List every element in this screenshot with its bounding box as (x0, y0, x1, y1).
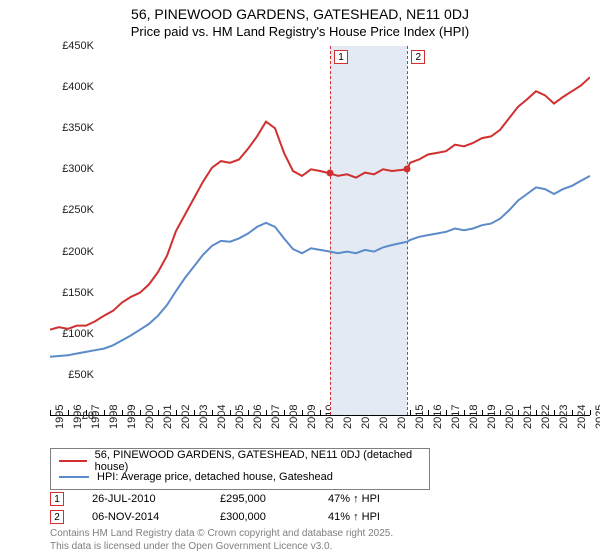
footer-line: This data is licensed under the Open Gov… (50, 541, 393, 554)
sales-table: 1 26-JUL-2010 £295,000 47% ↑ HPI 2 06-NO… (50, 490, 580, 526)
chart-figure: 56, PINEWOOD GARDENS, GATESHEAD, NE11 0D… (0, 0, 600, 560)
title-line1: 56, PINEWOOD GARDENS, GATESHEAD, NE11 0D… (10, 6, 590, 22)
sale-marker (404, 166, 411, 173)
legend: 56, PINEWOOD GARDENS, GATESHEAD, NE11 0D… (50, 448, 430, 490)
x-axis-label: 2025 (594, 405, 600, 429)
sale-vs-hpi: 41% ↑ HPI (328, 511, 428, 523)
chart-svg (50, 46, 590, 416)
x-tick (590, 410, 591, 415)
sale-badge: 1 (50, 492, 64, 506)
legend-label: 56, PINEWOOD GARDENS, GATESHEAD, NE11 0D… (95, 449, 421, 473)
legend-swatch (59, 460, 87, 462)
sale-marker (327, 170, 334, 177)
series-hpi (50, 176, 590, 357)
sale-price: £300,000 (220, 511, 310, 523)
sale-price: £295,000 (220, 493, 310, 505)
sale-badge: 1 (334, 50, 348, 64)
footer: Contains HM Land Registry data © Crown c… (50, 528, 393, 553)
sale-badge: 2 (411, 50, 425, 64)
chart-plot-area: £0£50K£100K£150K£200K£250K£300K£350K£400… (50, 46, 590, 416)
footer-line: Contains HM Land Registry data © Crown c… (50, 528, 393, 541)
title-block: 56, PINEWOOD GARDENS, GATESHEAD, NE11 0D… (0, 0, 600, 41)
legend-label: HPI: Average price, detached house, Gate… (97, 471, 333, 483)
series-property (50, 77, 590, 330)
title-line2: Price paid vs. HM Land Registry's House … (10, 24, 590, 39)
sale-vs-hpi: 47% ↑ HPI (328, 493, 428, 505)
sale-date: 26-JUL-2010 (92, 493, 202, 505)
legend-swatch (59, 476, 89, 478)
sale-badge: 2 (50, 510, 64, 524)
sale-date: 06-NOV-2014 (92, 511, 202, 523)
legend-row: 56, PINEWOOD GARDENS, GATESHEAD, NE11 0D… (59, 453, 421, 469)
table-row: 1 26-JUL-2010 £295,000 47% ↑ HPI (50, 490, 580, 508)
table-row: 2 06-NOV-2014 £300,000 41% ↑ HPI (50, 508, 580, 526)
